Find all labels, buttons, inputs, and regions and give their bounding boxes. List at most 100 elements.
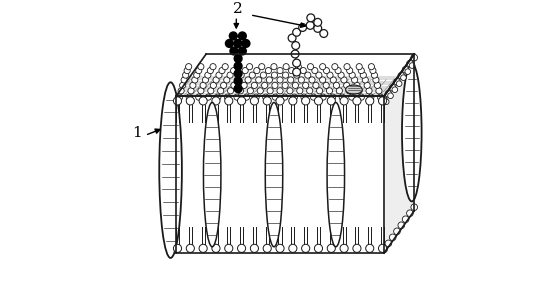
Circle shape (198, 88, 204, 94)
Circle shape (393, 79, 400, 85)
Circle shape (259, 63, 265, 70)
Circle shape (241, 82, 247, 88)
Circle shape (202, 77, 209, 83)
Circle shape (205, 72, 211, 78)
Circle shape (188, 88, 194, 94)
Circle shape (220, 82, 227, 88)
Circle shape (366, 88, 372, 94)
Circle shape (335, 67, 341, 74)
Circle shape (234, 62, 242, 70)
Circle shape (250, 244, 259, 253)
Circle shape (289, 97, 297, 105)
Circle shape (340, 244, 348, 253)
Circle shape (344, 82, 350, 88)
Circle shape (230, 32, 237, 40)
Circle shape (381, 246, 387, 253)
Circle shape (235, 63, 241, 70)
Circle shape (292, 94, 298, 100)
Circle shape (362, 77, 368, 83)
Circle shape (196, 67, 202, 74)
Circle shape (184, 67, 190, 74)
Ellipse shape (203, 103, 221, 247)
Circle shape (327, 97, 335, 105)
Circle shape (182, 72, 189, 78)
Circle shape (302, 82, 309, 88)
Circle shape (272, 82, 278, 88)
Circle shape (206, 94, 212, 100)
Circle shape (271, 72, 277, 78)
Circle shape (327, 244, 335, 253)
Polygon shape (176, 54, 414, 96)
Circle shape (368, 94, 374, 100)
Text: 2: 2 (233, 2, 243, 16)
Circle shape (323, 67, 329, 74)
Circle shape (307, 63, 313, 70)
Circle shape (319, 63, 326, 70)
Circle shape (339, 94, 345, 100)
Circle shape (317, 88, 323, 94)
Polygon shape (176, 96, 384, 253)
Circle shape (314, 24, 322, 32)
Circle shape (409, 63, 415, 68)
Ellipse shape (402, 63, 421, 201)
Circle shape (379, 244, 387, 253)
Circle shape (225, 244, 233, 253)
Ellipse shape (265, 103, 283, 247)
Circle shape (231, 82, 237, 88)
Circle shape (181, 77, 187, 83)
Circle shape (234, 77, 242, 85)
Circle shape (378, 94, 384, 100)
Ellipse shape (327, 103, 345, 247)
Circle shape (186, 244, 195, 253)
Circle shape (301, 97, 310, 105)
Circle shape (392, 87, 398, 92)
Circle shape (330, 77, 336, 83)
Circle shape (390, 84, 396, 91)
Circle shape (277, 88, 283, 94)
Circle shape (267, 88, 273, 94)
Circle shape (294, 72, 300, 78)
Circle shape (349, 94, 355, 100)
Circle shape (373, 77, 379, 83)
Circle shape (263, 97, 271, 105)
Circle shape (237, 97, 246, 105)
Circle shape (225, 39, 233, 47)
Circle shape (327, 88, 333, 94)
Circle shape (254, 67, 260, 74)
Circle shape (237, 88, 243, 94)
Circle shape (402, 67, 409, 73)
Circle shape (398, 72, 404, 79)
Circle shape (178, 88, 184, 94)
Circle shape (245, 77, 251, 83)
Circle shape (351, 77, 358, 83)
Circle shape (224, 94, 231, 100)
Circle shape (353, 97, 361, 105)
Circle shape (292, 42, 300, 50)
Circle shape (207, 67, 214, 74)
Circle shape (320, 30, 328, 38)
Circle shape (247, 88, 253, 94)
Circle shape (358, 94, 364, 100)
Circle shape (210, 82, 216, 88)
Circle shape (263, 244, 271, 253)
Circle shape (298, 77, 305, 83)
Circle shape (257, 88, 264, 94)
Circle shape (234, 39, 242, 47)
Circle shape (366, 244, 374, 253)
Circle shape (411, 204, 418, 210)
Circle shape (309, 77, 315, 83)
Circle shape (292, 82, 299, 88)
Circle shape (212, 97, 220, 105)
Circle shape (234, 94, 240, 100)
Circle shape (402, 216, 409, 223)
Polygon shape (384, 54, 414, 253)
Ellipse shape (346, 85, 362, 94)
Circle shape (314, 18, 322, 26)
Circle shape (360, 72, 367, 78)
Circle shape (212, 244, 220, 253)
Circle shape (296, 88, 303, 94)
Circle shape (405, 69, 410, 75)
Circle shape (327, 72, 333, 78)
Circle shape (295, 63, 301, 70)
Circle shape (276, 97, 284, 105)
